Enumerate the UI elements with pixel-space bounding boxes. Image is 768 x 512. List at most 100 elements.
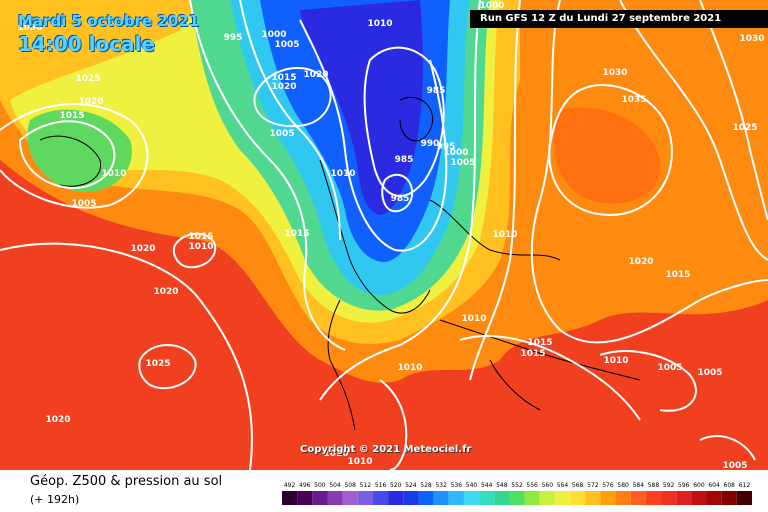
scale-value: 532 xyxy=(435,482,447,489)
isobars xyxy=(0,0,768,470)
scale-swatch xyxy=(600,491,616,505)
isobar-label: 1010 xyxy=(188,242,213,252)
scale-value: 568 xyxy=(572,482,584,489)
scale-value: 600 xyxy=(693,482,705,489)
isobar-label: 1020 xyxy=(78,97,103,107)
scale-value: 492 xyxy=(284,482,296,489)
isobar-label: 1020 xyxy=(45,415,70,425)
isobar-label: 1030 xyxy=(739,34,764,44)
geopotential-field-deep-blue xyxy=(300,0,423,215)
geopotential-field-orange-high xyxy=(554,107,661,204)
coastlines xyxy=(39,96,641,431)
isobar-label: 985 xyxy=(427,86,446,96)
isobar-label: 1020 xyxy=(628,257,653,267)
isobar-label: 1015 xyxy=(59,111,84,121)
scale-swatch xyxy=(554,491,571,505)
scale-swatch xyxy=(282,491,298,505)
scale-value: 608 xyxy=(724,482,736,489)
isobar-label: 1020 xyxy=(130,244,155,254)
scale-swatch xyxy=(372,491,389,505)
isobar-label: 1015 xyxy=(665,270,690,280)
isobar-label: 1010 xyxy=(330,169,355,179)
isobar-label: 995 xyxy=(437,142,456,152)
scale-swatch xyxy=(645,491,662,505)
isobar-label: 995 xyxy=(224,33,243,43)
scale-value: 592 xyxy=(663,482,675,489)
scale-value: 604 xyxy=(708,482,720,489)
scale-value: 500 xyxy=(314,482,326,489)
isobar-label: 1025 xyxy=(732,123,757,133)
scale-value: 516 xyxy=(375,482,387,489)
scale-swatch xyxy=(494,491,510,505)
scale-swatch xyxy=(312,491,328,505)
scale-swatch xyxy=(479,491,495,505)
scale-value: 548 xyxy=(496,482,508,489)
scale-value: 512 xyxy=(360,482,372,489)
isobar-label: 1020 xyxy=(303,70,328,80)
geopotential-field-green xyxy=(27,109,132,192)
isobar-label: 1005 xyxy=(269,129,294,139)
scale-swatch xyxy=(721,491,737,505)
scale-value: 556 xyxy=(526,482,538,489)
isobar-label: 1015 xyxy=(284,229,309,239)
scale-value: 524 xyxy=(405,482,417,489)
scale-swatch xyxy=(448,491,464,505)
scale-swatch xyxy=(524,491,540,505)
scale-value: 564 xyxy=(557,482,569,489)
isobar-label: 1000 xyxy=(479,1,504,11)
scale-value: 496 xyxy=(299,482,311,489)
isobar-label: 1010 xyxy=(492,230,517,240)
isobar-label: 1000 xyxy=(443,148,468,158)
copyright-notice: Copyright © 2021 Meteociel.fr xyxy=(300,444,472,455)
scale-swatch xyxy=(736,491,752,505)
scale-value: 540 xyxy=(466,482,478,489)
isobar-label: 1005 xyxy=(274,40,299,50)
isobar-label: 1025 xyxy=(145,359,170,369)
scale-swatch xyxy=(661,491,677,505)
isobar-label: 1015 xyxy=(520,349,545,359)
map-title: Géop. Z500 & pression au sol xyxy=(30,474,223,489)
scale-swatch xyxy=(570,491,586,505)
isobar-label: 985 xyxy=(395,155,414,165)
scale-swatch xyxy=(691,491,707,505)
scale-swatch xyxy=(539,491,555,505)
isobar-label: 1030 xyxy=(602,68,627,78)
isobar-label: 1010 xyxy=(397,363,422,373)
lead-time: (+ 192h) xyxy=(30,493,80,506)
isobar-label: 1005 xyxy=(71,199,96,209)
scale-value: 552 xyxy=(511,482,523,489)
scale-value: 584 xyxy=(633,482,645,489)
scale-value: 560 xyxy=(542,482,554,489)
scale-value: 596 xyxy=(678,482,690,489)
scale-swatch xyxy=(388,491,404,505)
scale-swatch xyxy=(403,491,419,505)
isobar-label: 1010 xyxy=(347,457,372,467)
isobar-label: 1010 xyxy=(367,19,392,29)
isobar-label: 1010 xyxy=(603,356,628,366)
isobar-label: 1010 xyxy=(323,449,348,459)
isobar-label: 1015 xyxy=(271,73,296,83)
scale-value: 588 xyxy=(648,482,660,489)
scale-value: 612 xyxy=(739,482,751,489)
color-scale-legend: 492 496 500 504 508 512 516 520 524 528 532 536 540 5… xyxy=(282,482,752,505)
scale-value: 528 xyxy=(420,482,432,489)
isobar-label: 1005 xyxy=(450,158,475,168)
scale-value: 544 xyxy=(481,482,493,489)
isobar-label: 1005 xyxy=(657,363,682,373)
isobar-label: 1020 xyxy=(153,287,178,297)
isobar-label: 1025 xyxy=(75,74,100,84)
isobar-label: 1015 xyxy=(527,338,552,348)
scale-value: 580 xyxy=(617,482,629,489)
scale-swatch xyxy=(509,491,525,505)
forecast-time: 14:00 locale xyxy=(18,32,155,56)
isobar-label: 1015 xyxy=(188,232,213,242)
scale-value: 536 xyxy=(451,482,463,489)
isobar-label: 985 xyxy=(391,194,410,204)
scale-swatch xyxy=(676,491,692,505)
scale-swatch xyxy=(706,491,722,505)
isobar-label: 1005 xyxy=(722,461,747,470)
scale-swatch xyxy=(297,491,313,505)
isobar-label: 1035 xyxy=(621,95,646,105)
